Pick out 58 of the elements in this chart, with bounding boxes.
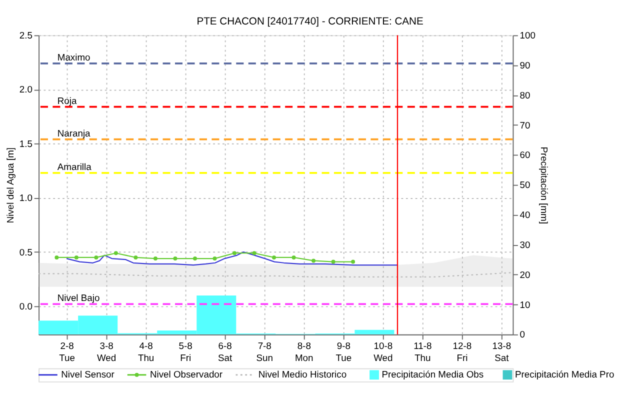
y2-tick-label: 70 bbox=[520, 119, 530, 130]
y2-tick-label: 100 bbox=[520, 30, 536, 41]
legend-label: Precipitación Media Obs bbox=[382, 368, 484, 380]
y-axis-title: Nivel del Agua [m] bbox=[4, 147, 16, 224]
point bbox=[272, 255, 276, 260]
point bbox=[292, 255, 296, 260]
y2-tick-label: 40 bbox=[520, 209, 530, 220]
point bbox=[232, 251, 236, 256]
y-tick-label: 2.5 bbox=[19, 30, 32, 41]
point bbox=[351, 260, 356, 264]
x-tick-label: 3-8 Wed bbox=[96, 340, 116, 364]
y2-tick-label: 50 bbox=[520, 179, 530, 190]
point bbox=[134, 255, 138, 260]
legend-label: Nivel Observador bbox=[150, 368, 223, 380]
point bbox=[252, 251, 256, 256]
y2-axis-title: Precipitación [mm] bbox=[539, 146, 550, 224]
point bbox=[312, 258, 316, 263]
x-tick-label: 8-8 Mon bbox=[294, 340, 314, 364]
ref-line-label: Nivel Bajo bbox=[57, 292, 100, 304]
point bbox=[173, 256, 178, 261]
y-tick-label: 0.0 bbox=[19, 300, 32, 312]
y2-tick-label: 0 bbox=[520, 328, 526, 340]
y-tick-label: 1.5 bbox=[19, 138, 32, 149]
point bbox=[192, 256, 197, 261]
y2-tick-label: 30 bbox=[520, 238, 530, 250]
x-tick-label: 11-8 Thu bbox=[414, 340, 432, 364]
x-tick-label: 9-8 Tue bbox=[336, 340, 352, 364]
y2-tick-label: 10 bbox=[520, 298, 530, 310]
chart-title: PTE CHACON [24017740] - CORRIENTE: CANE bbox=[196, 16, 424, 28]
x-tick-label: 5-8 Fri bbox=[178, 340, 192, 364]
point bbox=[331, 260, 336, 264]
point bbox=[153, 256, 158, 261]
point bbox=[212, 256, 217, 261]
point bbox=[94, 255, 98, 260]
legend-label: Precipitación Media Pro bbox=[515, 368, 614, 380]
x-tick-label: 10-8 Wed bbox=[374, 340, 393, 364]
y2-tick-label: 60 bbox=[520, 149, 530, 160]
y2-tick-label: 20 bbox=[520, 268, 530, 280]
x-tick-label: 4-8 Thu bbox=[138, 340, 154, 364]
y-tick-label: 1.0 bbox=[19, 192, 32, 204]
point bbox=[114, 251, 118, 256]
x-tick-label: 7-8 Sun bbox=[256, 340, 273, 364]
y-tick-label: 0.5 bbox=[19, 246, 32, 258]
ref-line-label: Maximo bbox=[57, 52, 90, 63]
x-tick-label: 13-8 Sat bbox=[492, 340, 512, 364]
legend-label: Nivel Medio Historico bbox=[258, 368, 347, 380]
legend-label: Nivel Sensor bbox=[61, 368, 114, 380]
y2-tick-label: 80 bbox=[520, 89, 530, 100]
x-tick-label: 6-8 Sat bbox=[218, 340, 233, 364]
ref-line-label: Amarilla bbox=[57, 161, 92, 172]
y-tick-label: 2.0 bbox=[19, 84, 32, 95]
y2-tick-label: 90 bbox=[520, 59, 530, 70]
ref-line-label: Naranja bbox=[57, 127, 92, 138]
x-tick-label: 2-8 Tue bbox=[59, 340, 75, 364]
point bbox=[54, 255, 59, 260]
x-tick-label: 12-8 Fri bbox=[452, 340, 472, 364]
ref-line-label: Roja bbox=[57, 94, 78, 106]
point bbox=[74, 255, 78, 260]
